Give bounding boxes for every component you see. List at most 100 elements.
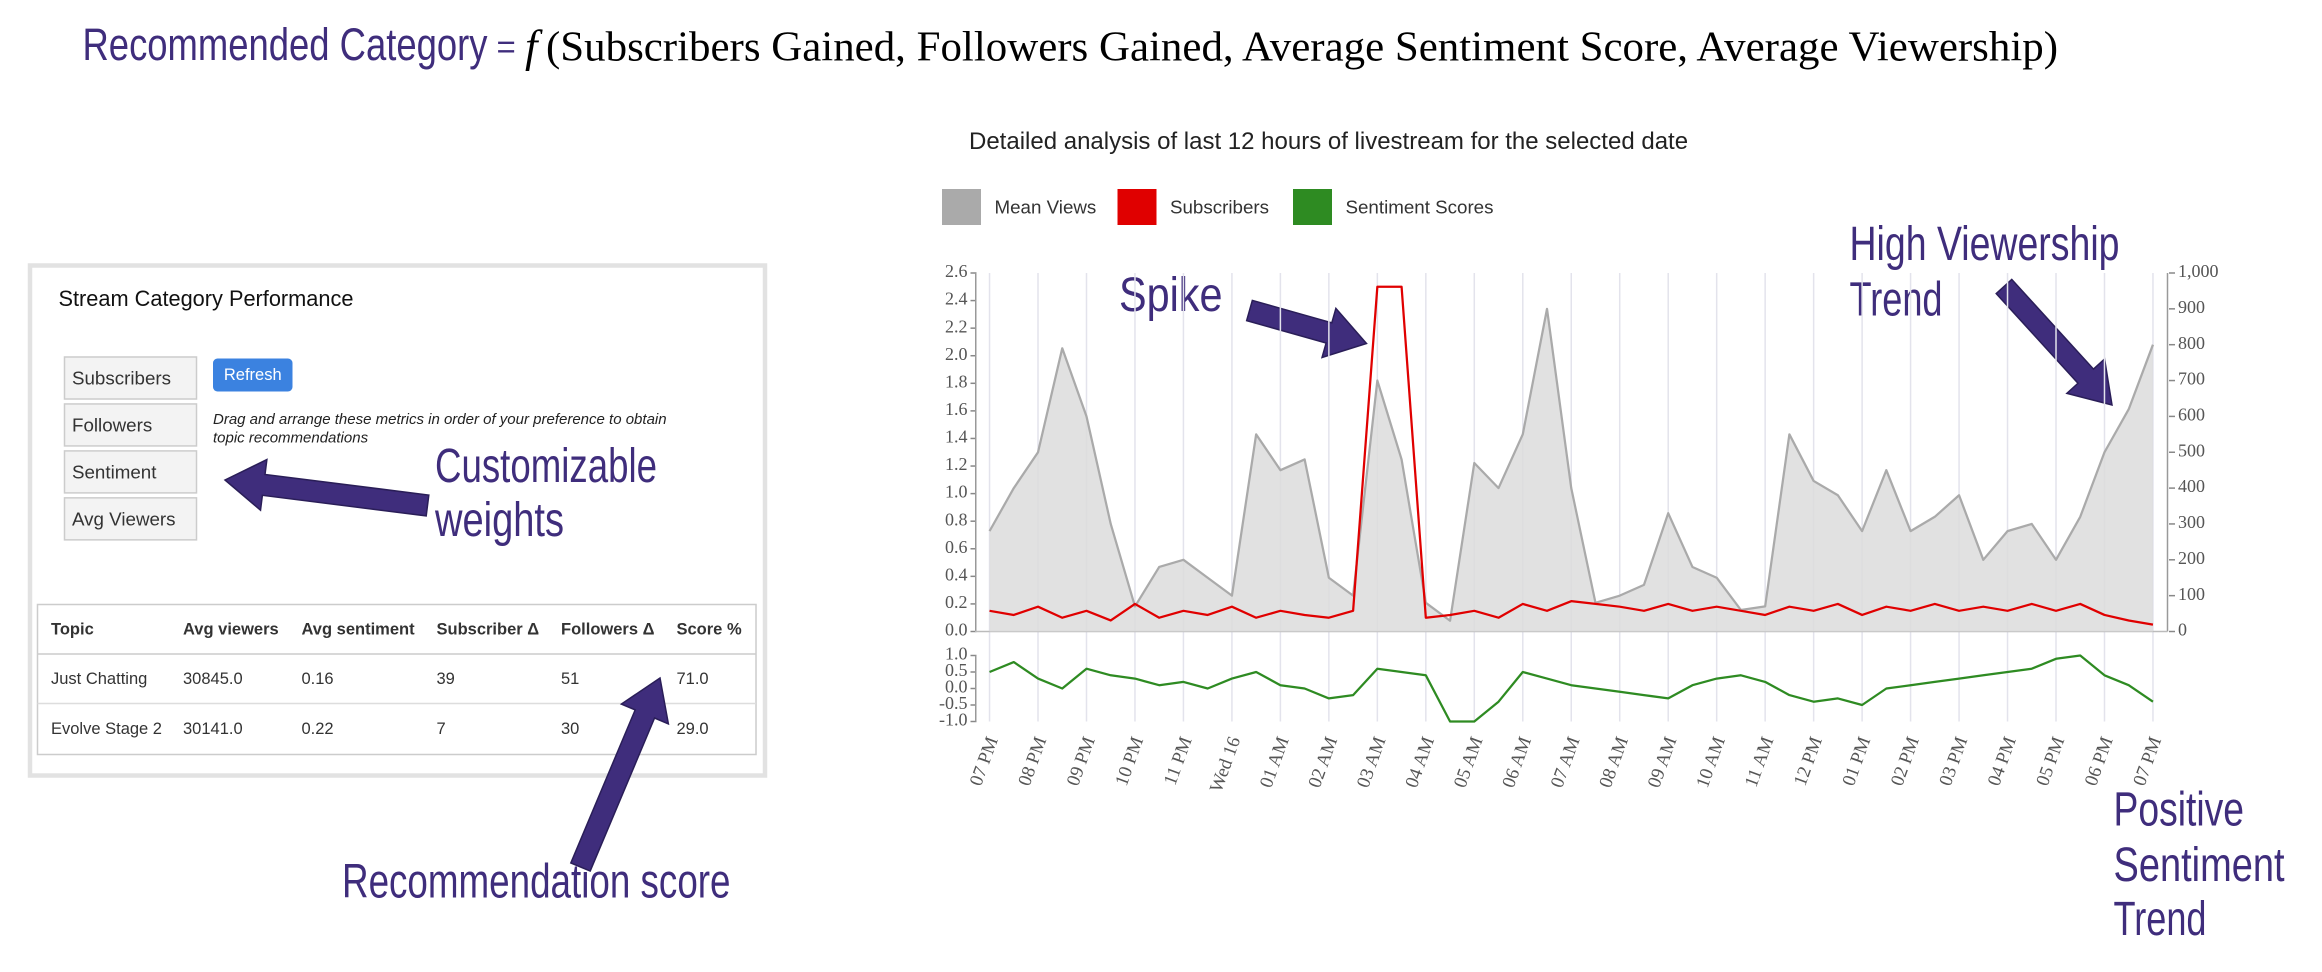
- y-tick-label: 0.2: [945, 592, 968, 612]
- table-cell: Just Chatting: [51, 670, 147, 688]
- chart-title: Detailed analysis of last 12 hours of li…: [969, 128, 1688, 155]
- legend-label[interactable]: Sentiment Scores: [1346, 196, 1494, 217]
- x-tick-label: 07 AM: [1547, 734, 1585, 791]
- y-tick-label: 0.5: [945, 660, 968, 680]
- table-cell: 7: [437, 720, 446, 738]
- y-tick-label: 900: [2178, 297, 2205, 317]
- x-tick-label: 03 PM: [1935, 734, 1972, 789]
- table-cell: 51: [561, 670, 579, 688]
- legend-swatch[interactable]: [942, 189, 981, 225]
- annotation: Recommendation score: [342, 856, 731, 909]
- y-tick-label: -0.5: [939, 693, 968, 713]
- y-tick-label: 700: [2178, 369, 2205, 389]
- table-header: Topic: [51, 620, 94, 638]
- table-cell: 71.0: [677, 670, 709, 688]
- legend-swatch[interactable]: [1293, 189, 1332, 225]
- x-tick-label: 01 AM: [1256, 734, 1294, 791]
- equals-sign: =: [497, 28, 516, 65]
- annotation: weights: [434, 494, 564, 547]
- y-tick-label: 800: [2178, 333, 2205, 353]
- metric-item[interactable]: [63, 450, 198, 494]
- y-tick-label: 600: [2178, 405, 2205, 425]
- metric-item[interactable]: [63, 403, 198, 447]
- annotation: Trend: [1850, 274, 1943, 327]
- y-tick-label: 500: [2178, 440, 2205, 460]
- y-tick-label: 2.2: [945, 316, 968, 336]
- table-cell: Evolve Stage 2: [51, 720, 162, 738]
- table-cell: 30845.0: [183, 670, 243, 688]
- series-line: [989, 285, 2154, 626]
- area: [989, 308, 2153, 632]
- y-tick-label: 0.0: [945, 620, 968, 640]
- x-tick-label: 02 AM: [1304, 734, 1342, 791]
- x-tick-label: 08 PM: [1014, 734, 1051, 789]
- x-tick-label: 04 AM: [1401, 734, 1439, 791]
- metric-label[interactable]: Followers: [72, 414, 152, 435]
- x-tick-label: 11 PM: [1160, 734, 1197, 788]
- instructions: topic recommendations: [213, 430, 369, 447]
- x-tick-label: 07 PM: [2129, 734, 2166, 789]
- table-cell: 39: [437, 670, 455, 688]
- y-tick-label: 1.8: [945, 371, 968, 391]
- y-tick-label: 0.0: [945, 677, 968, 697]
- annotation: Sentiment: [2114, 839, 2285, 892]
- x-tick-label: 07 PM: [966, 734, 1003, 789]
- metric-item[interactable]: [63, 497, 198, 541]
- x-tick-label: 10 AM: [1692, 734, 1730, 791]
- x-tick-label: 05 AM: [1450, 734, 1488, 791]
- y-tick-label: 0.6: [945, 537, 968, 557]
- table-cell: 0.16: [302, 670, 334, 688]
- annotation: Customizable: [435, 440, 657, 493]
- instructions: Drag and arrange these metrics in order …: [213, 411, 667, 428]
- annotation: Recommended Category: [83, 19, 488, 70]
- metric-item[interactable]: [63, 356, 198, 400]
- series-line: [988, 307, 2155, 622]
- y-tick-label: 300: [2178, 512, 2205, 532]
- annotation: Spike: [1119, 269, 1223, 322]
- y-tick-label: 2.0: [945, 344, 968, 364]
- panel-title: Stream Category Performance: [59, 286, 354, 311]
- x-tick-label: 06 PM: [2081, 734, 2118, 789]
- y-tick-label: 200: [2178, 548, 2205, 568]
- x-tick-label: 08 AM: [1595, 734, 1633, 791]
- series-line: [989, 654, 2154, 723]
- legend-label[interactable]: Mean Views: [995, 196, 1097, 217]
- x-tick-label: 02 PM: [1887, 734, 1924, 789]
- x-tick-label: 12 PM: [1790, 734, 1827, 789]
- x-tick-label: 04 PM: [1984, 734, 2021, 789]
- metric-label[interactable]: Avg Viewers: [72, 508, 176, 529]
- legend-swatch[interactable]: [1117, 189, 1157, 225]
- x-tick-label: 09 AM: [1644, 734, 1682, 791]
- x-tick-label: 11 AM: [1741, 734, 1779, 790]
- y-tick-label: 1,000: [2178, 261, 2219, 281]
- y-tick-label: 100: [2178, 584, 2205, 604]
- x-tick-label: 09 PM: [1063, 734, 1100, 789]
- x-tick-label: 10 PM: [1111, 734, 1148, 789]
- y-tick-label: 1.2: [945, 454, 968, 474]
- table-cell: 0.22: [302, 720, 334, 738]
- annotation-arrow: [223, 458, 430, 517]
- table-cell: 30141.0: [183, 720, 243, 738]
- metric-label[interactable]: Sentiment: [72, 461, 157, 482]
- refresh-button[interactable]: [213, 358, 293, 392]
- table-frame: [36, 603, 757, 756]
- metric-label[interactable]: Subscribers: [72, 367, 171, 388]
- annotation: High Viewership: [1850, 218, 2120, 271]
- annotation: Trend: [2114, 893, 2207, 946]
- formula-arguments: (Subscribers Gained, Followers Gained, A…: [546, 25, 2058, 71]
- y-tick-label: 1.0: [945, 482, 968, 502]
- refresh-label[interactable]: Refresh: [224, 366, 282, 384]
- y-tick-label: 1.6: [945, 399, 968, 419]
- y-tick-label: 2.4: [945, 289, 968, 309]
- y-tick-label: 0.8: [945, 509, 968, 529]
- table-header: Avg viewers: [183, 620, 279, 638]
- table-header: Score %: [677, 620, 742, 638]
- y-tick-label: 1.4: [945, 427, 968, 447]
- annotation-arrow: [569, 676, 670, 873]
- annotation-arrow: [1245, 299, 1368, 359]
- table-header: Subscriber Δ: [437, 620, 540, 638]
- legend-label[interactable]: Subscribers: [1170, 196, 1269, 217]
- annotation: Positive: [2114, 784, 2245, 837]
- y-tick-label: 1.0: [945, 644, 968, 664]
